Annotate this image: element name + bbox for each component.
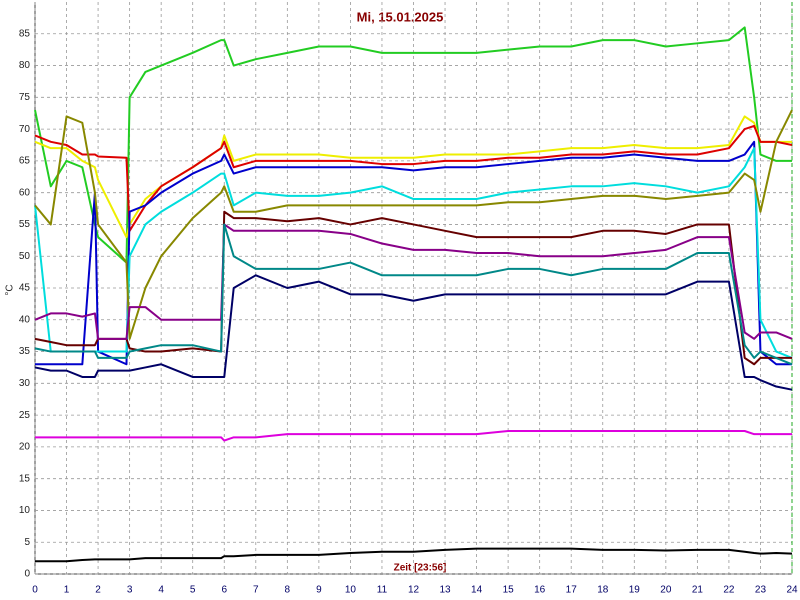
series-line bbox=[34, 274, 793, 391]
series-line bbox=[34, 115, 792, 239]
series-line bbox=[35, 430, 792, 442]
y-tick-label: 50 bbox=[19, 251, 31, 262]
series-line bbox=[34, 147, 793, 359]
series-line bbox=[35, 140, 792, 366]
x-tick-label: 10 bbox=[345, 585, 357, 596]
x-tick-label: 22 bbox=[723, 585, 735, 596]
x-tick-label: 23 bbox=[755, 585, 767, 596]
x-tick-label: 17 bbox=[566, 585, 578, 596]
x-tick-label: 19 bbox=[629, 585, 641, 596]
x-tick-label: 3 bbox=[127, 585, 133, 596]
y-tick-label: 70 bbox=[19, 124, 31, 135]
y-tick-label: 40 bbox=[19, 314, 31, 325]
x-tick-label: 7 bbox=[253, 585, 259, 596]
series-line bbox=[34, 223, 793, 340]
x-tick-label: 18 bbox=[597, 585, 609, 596]
y-tick-label: 35 bbox=[19, 346, 31, 357]
y-tick-label: 80 bbox=[19, 60, 31, 71]
x-tick-label: 11 bbox=[377, 585, 388, 596]
x-tick-label: 0 bbox=[32, 585, 38, 596]
x-axis-label: Zeit [23:56] bbox=[394, 563, 447, 574]
x-tick-label: 8 bbox=[285, 585, 291, 596]
y-tick-label: 45 bbox=[19, 283, 31, 294]
y-tick-label: 65 bbox=[19, 156, 31, 167]
series-line bbox=[34, 124, 793, 232]
chart-title: Mi, 15.01.2025 bbox=[357, 9, 444, 24]
x-tick-label: 21 bbox=[692, 585, 704, 596]
y-tick-label: 15 bbox=[19, 473, 31, 484]
y-tick-label: 10 bbox=[19, 505, 31, 516]
y-tick-label: 85 bbox=[19, 28, 31, 39]
series-line bbox=[34, 26, 792, 264]
x-tick-label: 24 bbox=[786, 585, 798, 596]
y-tick-label: 60 bbox=[19, 187, 31, 198]
x-tick-label: 9 bbox=[316, 585, 322, 596]
x-tick-label: 2 bbox=[95, 585, 101, 596]
y-tick-label: 75 bbox=[19, 92, 31, 103]
y-tick-label: 5 bbox=[24, 537, 30, 548]
x-tick-label: 13 bbox=[439, 585, 451, 596]
y-tick-label: 0 bbox=[24, 569, 30, 580]
x-tick-label: 5 bbox=[190, 585, 196, 596]
x-tick-label: 6 bbox=[221, 585, 227, 596]
series-line bbox=[35, 547, 793, 563]
series-line bbox=[34, 223, 793, 366]
y-tick-label: 30 bbox=[19, 378, 31, 389]
x-tick-label: 12 bbox=[408, 585, 420, 596]
series-line bbox=[34, 109, 793, 340]
y-tick-label: 20 bbox=[19, 442, 31, 453]
x-tick-label: 16 bbox=[534, 585, 546, 596]
y-tick-label: 25 bbox=[19, 410, 31, 421]
x-tick-label: 4 bbox=[158, 585, 164, 596]
y-tick-label: 55 bbox=[19, 219, 31, 230]
x-tick-label: 15 bbox=[503, 585, 515, 596]
x-tick-label: 14 bbox=[471, 585, 483, 596]
x-tick-label: 20 bbox=[660, 585, 672, 596]
x-tick-label: 1 bbox=[64, 585, 70, 596]
y-axis-label: °C bbox=[5, 284, 16, 295]
